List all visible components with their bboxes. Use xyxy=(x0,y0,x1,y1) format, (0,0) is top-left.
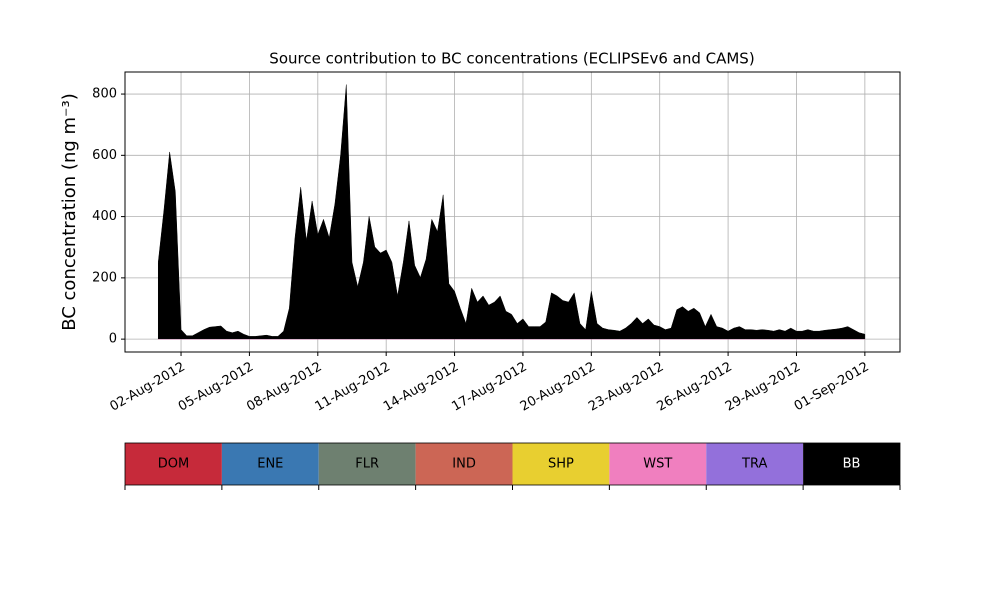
y-tick-label: 400 xyxy=(92,209,117,224)
x-tick-label: 05-Aug-2012 xyxy=(176,360,256,415)
legend-label: BB xyxy=(843,457,861,472)
legend-swatch xyxy=(803,443,900,485)
legend-swatch xyxy=(706,443,804,485)
x-tick-label: 02-Aug-2012 xyxy=(107,360,187,415)
x-tick-label: 29-Aug-2012 xyxy=(723,360,803,415)
x-tick-label: 20-Aug-2012 xyxy=(518,360,598,415)
legend-swatch xyxy=(221,443,319,485)
legend-label: WST xyxy=(643,457,672,472)
legend-swatch xyxy=(415,443,513,485)
x-tick-label: 11-Aug-2012 xyxy=(313,360,393,415)
legend-label: DOM xyxy=(158,457,189,472)
y-tick-label: 200 xyxy=(92,270,117,285)
x-tick-label: 08-Aug-2012 xyxy=(244,360,324,415)
x-tick-label: 26-Aug-2012 xyxy=(655,360,735,415)
y-tick-label: 600 xyxy=(92,148,117,163)
legend-label: FLR xyxy=(355,457,379,472)
x-tick-label: 14-Aug-2012 xyxy=(381,360,461,415)
y-axis-label: BC concentration (ng m⁻³) xyxy=(59,93,80,331)
legend-label: ENE xyxy=(257,457,283,472)
legend-label: IND xyxy=(452,457,476,472)
x-tick-label: 23-Aug-2012 xyxy=(586,360,666,415)
legend-frame xyxy=(124,442,901,486)
y-tick-label: 800 xyxy=(92,87,117,102)
y-tick-label: 0 xyxy=(109,332,117,347)
legend-swatch xyxy=(318,443,416,485)
plot-frame xyxy=(124,71,901,353)
area xyxy=(157,84,866,340)
legend-swatch xyxy=(512,443,610,485)
legend-swatch xyxy=(609,443,707,485)
x-tick-label: 01-Sep-2012 xyxy=(792,360,872,415)
legend-swatch xyxy=(125,443,222,485)
legend-label: SHP xyxy=(548,457,574,472)
legend-label: TRA xyxy=(741,457,767,472)
x-tick-label: 17-Aug-2012 xyxy=(449,360,529,415)
chart-title: Source contribution to BC concentrations… xyxy=(269,50,754,68)
